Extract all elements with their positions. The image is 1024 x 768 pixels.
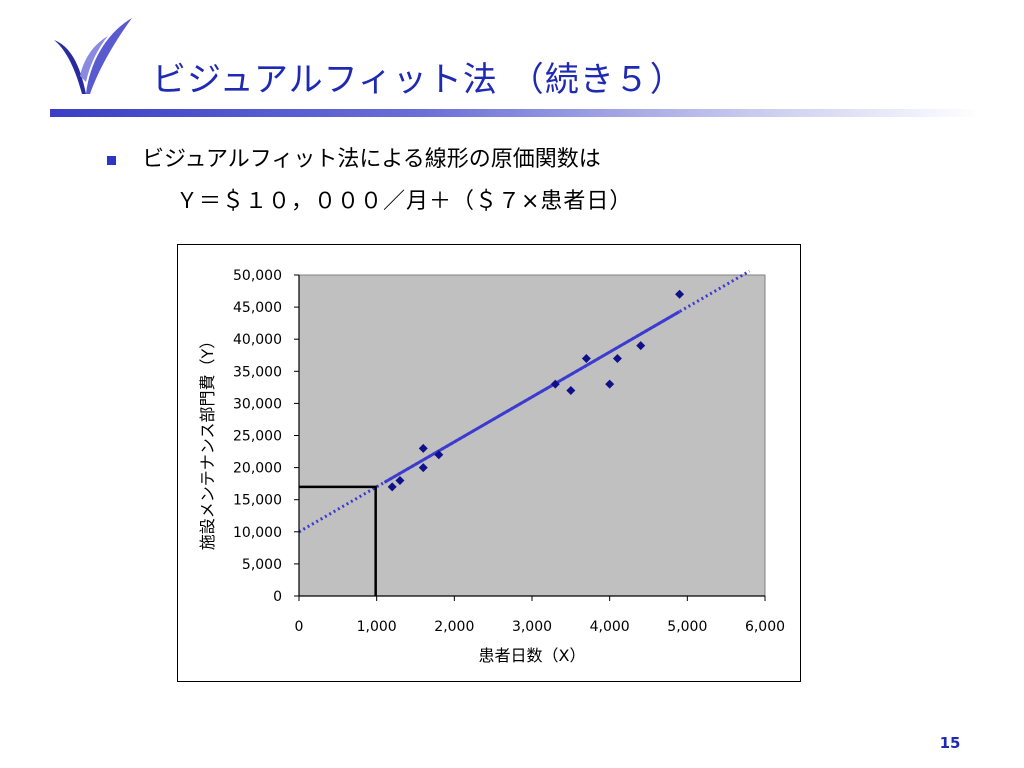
plot-area: [298, 274, 766, 597]
data-point: [636, 341, 646, 351]
x-tick-label: 0: [295, 619, 304, 635]
y-tick-label: 45,000: [233, 300, 282, 316]
fit-line-solid: [383, 310, 681, 484]
guide-line-group: [299, 485, 377, 596]
data-point: [566, 386, 576, 396]
slide-title: ビジュアルフィット法 （続き５）: [152, 60, 685, 100]
data-point: [581, 353, 591, 363]
logo-icon: [54, 18, 132, 94]
y-tick-label: 20,000: [233, 461, 282, 477]
x-tick-label: 5,000: [667, 619, 707, 635]
fit-line-group: [298, 269, 751, 534]
y-tick-label: 0: [273, 589, 282, 605]
bullet-text: ビジュアルフィット法による線形の原価関数は: [142, 147, 601, 172]
x-tick-label: 4,000: [590, 619, 630, 635]
tick-label-group: 0 5,000 10,000 15,000 20,000 25,000 30,000 35,0…: [233, 268, 785, 635]
axes-group: [294, 274, 766, 601]
data-point: [418, 463, 428, 473]
y-tick-label: 40,000: [233, 332, 282, 348]
points-group: [387, 289, 685, 492]
y-tick-label: 50,000: [233, 268, 282, 284]
data-point: [605, 379, 615, 389]
x-tick-label: 1,000: [357, 619, 397, 635]
bullet-square-icon: [107, 156, 116, 165]
y-tick-label: 5,000: [242, 557, 282, 573]
y-tick-label: 10,000: [233, 525, 282, 541]
cost-formula: Ｙ＝＄１０，０００／月＋（＄７×患者日）: [176, 189, 633, 214]
data-point: [675, 289, 685, 299]
y-axis-label: 施設メンテナンス部門費（Y）: [198, 333, 217, 550]
y-tick-label: 25,000: [233, 429, 282, 445]
x-tick-label: 6,000: [745, 619, 785, 635]
data-point: [418, 443, 428, 453]
x-axis-label: 患者日数（X）: [479, 646, 586, 665]
title-underline: [50, 109, 980, 117]
data-point: [434, 450, 444, 460]
x-tick-label: 3,000: [512, 619, 552, 635]
x-tick-label: 2,000: [434, 619, 474, 635]
y-tick-label: 30,000: [233, 396, 282, 412]
guide-line: [299, 485, 377, 596]
y-tick-label: 35,000: [233, 364, 282, 380]
data-point: [387, 482, 397, 492]
data-point: [550, 379, 560, 389]
y-tick-label: 15,000: [233, 493, 282, 509]
data-point: [612, 353, 622, 363]
page-number: 15: [939, 734, 961, 752]
data-point: [395, 475, 405, 485]
